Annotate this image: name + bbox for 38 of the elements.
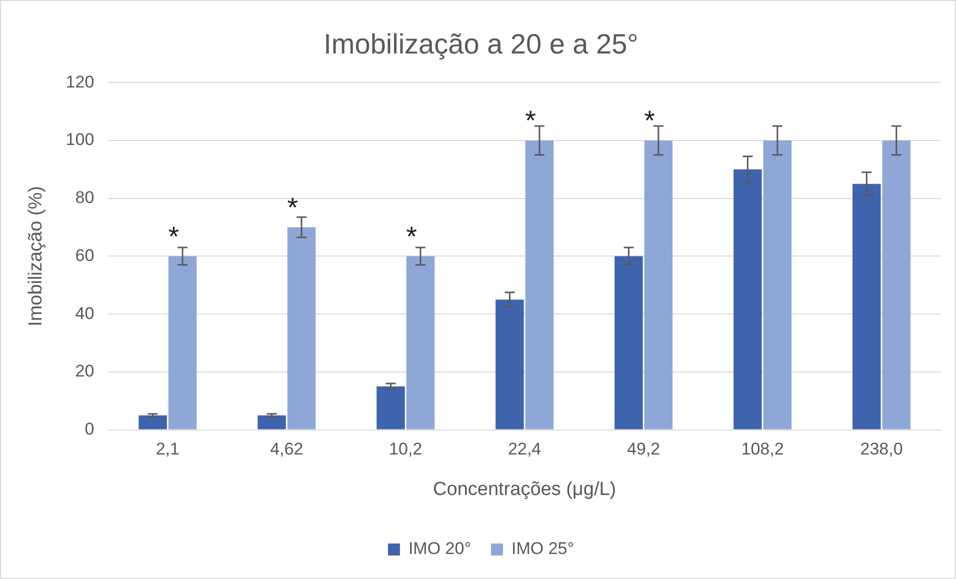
- bar: [287, 227, 316, 430]
- bar: [168, 256, 197, 430]
- bar: [406, 256, 435, 430]
- y-tick-label: 0: [84, 419, 94, 438]
- bar: [376, 386, 405, 430]
- annotation: *: [168, 220, 180, 252]
- y-axis-title: Imobilização (%): [26, 186, 47, 326]
- legend-label: IMO 20°: [408, 539, 472, 558]
- annotation: *: [406, 220, 418, 252]
- x-tick-label: 108,2: [741, 440, 784, 459]
- x-tick-label: 49,2: [627, 440, 660, 459]
- x-tick-label: 4,62: [270, 440, 304, 459]
- bar: [138, 415, 167, 430]
- annotation: *: [525, 105, 536, 136]
- annotation: *: [644, 105, 656, 136]
- bar: [852, 184, 881, 430]
- bar: [614, 256, 643, 430]
- y-tick-label: 120: [66, 72, 94, 92]
- chart-title: Imobilização a 20 e a 25°: [324, 28, 638, 60]
- bar: [882, 140, 911, 430]
- x-tick-label: 238,0: [860, 440, 903, 459]
- y-tick-label: 40: [75, 304, 94, 323]
- y-tick-label: 20: [75, 362, 94, 381]
- bar: [496, 300, 524, 430]
- x-tick-label: 2,1: [156, 440, 180, 459]
- bar: [734, 169, 762, 430]
- y-tick-label: 80: [75, 188, 94, 208]
- bar: [644, 140, 673, 430]
- x-tick-label: 10,2: [389, 440, 422, 459]
- x-tick-label: 22,4: [508, 440, 542, 459]
- annotation: *: [287, 192, 298, 223]
- bar: [258, 415, 286, 430]
- bar: [525, 140, 554, 430]
- y-tick-label: 100: [66, 130, 94, 150]
- y-tick-label: 60: [75, 246, 94, 265]
- x-axis-title: Concentrações (μg/L): [433, 478, 616, 500]
- bar: [763, 140, 792, 430]
- legend-label: IMO 25°: [512, 539, 574, 558]
